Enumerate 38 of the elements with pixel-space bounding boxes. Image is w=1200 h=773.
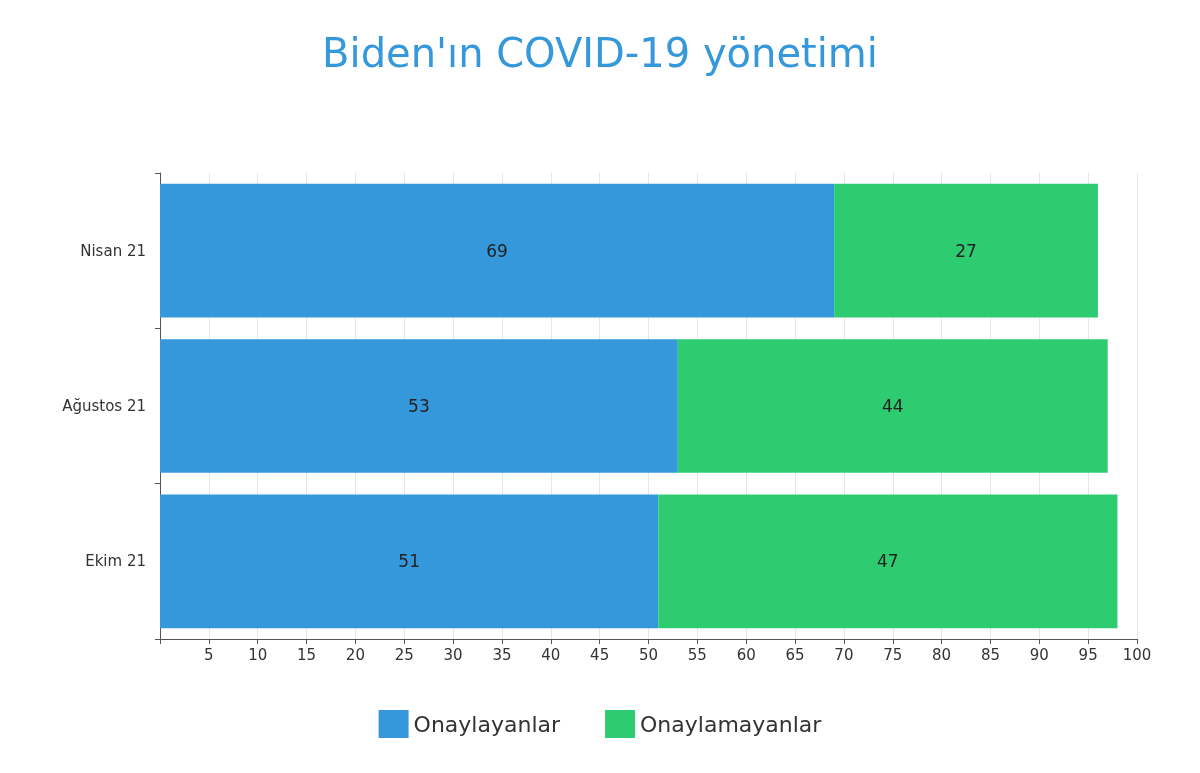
x-tick-label: 45: [590, 645, 610, 664]
bar: [160, 339, 678, 473]
x-tick-label: 80: [932, 645, 952, 664]
legend-label: Onaylayanlar: [413, 711, 561, 737]
data-label: 53: [408, 396, 430, 416]
data-label: 44: [881, 396, 904, 416]
x-tick-label: 95: [1078, 645, 1098, 664]
x-tick-label: 65: [785, 645, 805, 664]
legend-label: Onaylamayanlar: [640, 711, 823, 737]
x-tick-label: 70: [834, 645, 854, 664]
x-tick-label: 55: [687, 645, 707, 664]
x-tick-label: 100: [1122, 645, 1152, 664]
x-tick-label: 50: [638, 645, 659, 664]
x-tick-label: 20: [345, 645, 365, 664]
data-label: 69: [486, 240, 508, 261]
x-tick-label: 10: [248, 645, 268, 664]
data-label: 27: [955, 240, 977, 261]
x-tick-label: 90: [1029, 645, 1049, 664]
bar: [834, 183, 1098, 318]
chart-title: Biden'ın COVID-19 yönetimi: [322, 30, 878, 76]
bar: [677, 339, 1108, 473]
x-tick-label: 85: [980, 645, 1000, 664]
x-tick-label: 5: [204, 645, 214, 664]
x-tick-label: 35: [492, 645, 512, 664]
x-tick-label: 15: [297, 645, 317, 664]
data-label: 51: [398, 551, 420, 572]
x-tick-label: 60: [736, 645, 756, 664]
bar: [160, 183, 835, 318]
x-tick-label: 40: [541, 645, 561, 664]
y-tick-label: Ekim 21: [85, 552, 146, 571]
x-tick-label: 25: [394, 645, 414, 664]
x-tick-label: 75: [883, 645, 903, 664]
x-tick-label: 30: [443, 645, 463, 664]
bar: [160, 494, 659, 629]
data-label: 47: [877, 551, 899, 572]
bar: [658, 494, 1118, 629]
y-tick-label: Ağustos 21: [62, 397, 146, 415]
y-tick-label: Nisan 21: [80, 241, 146, 260]
